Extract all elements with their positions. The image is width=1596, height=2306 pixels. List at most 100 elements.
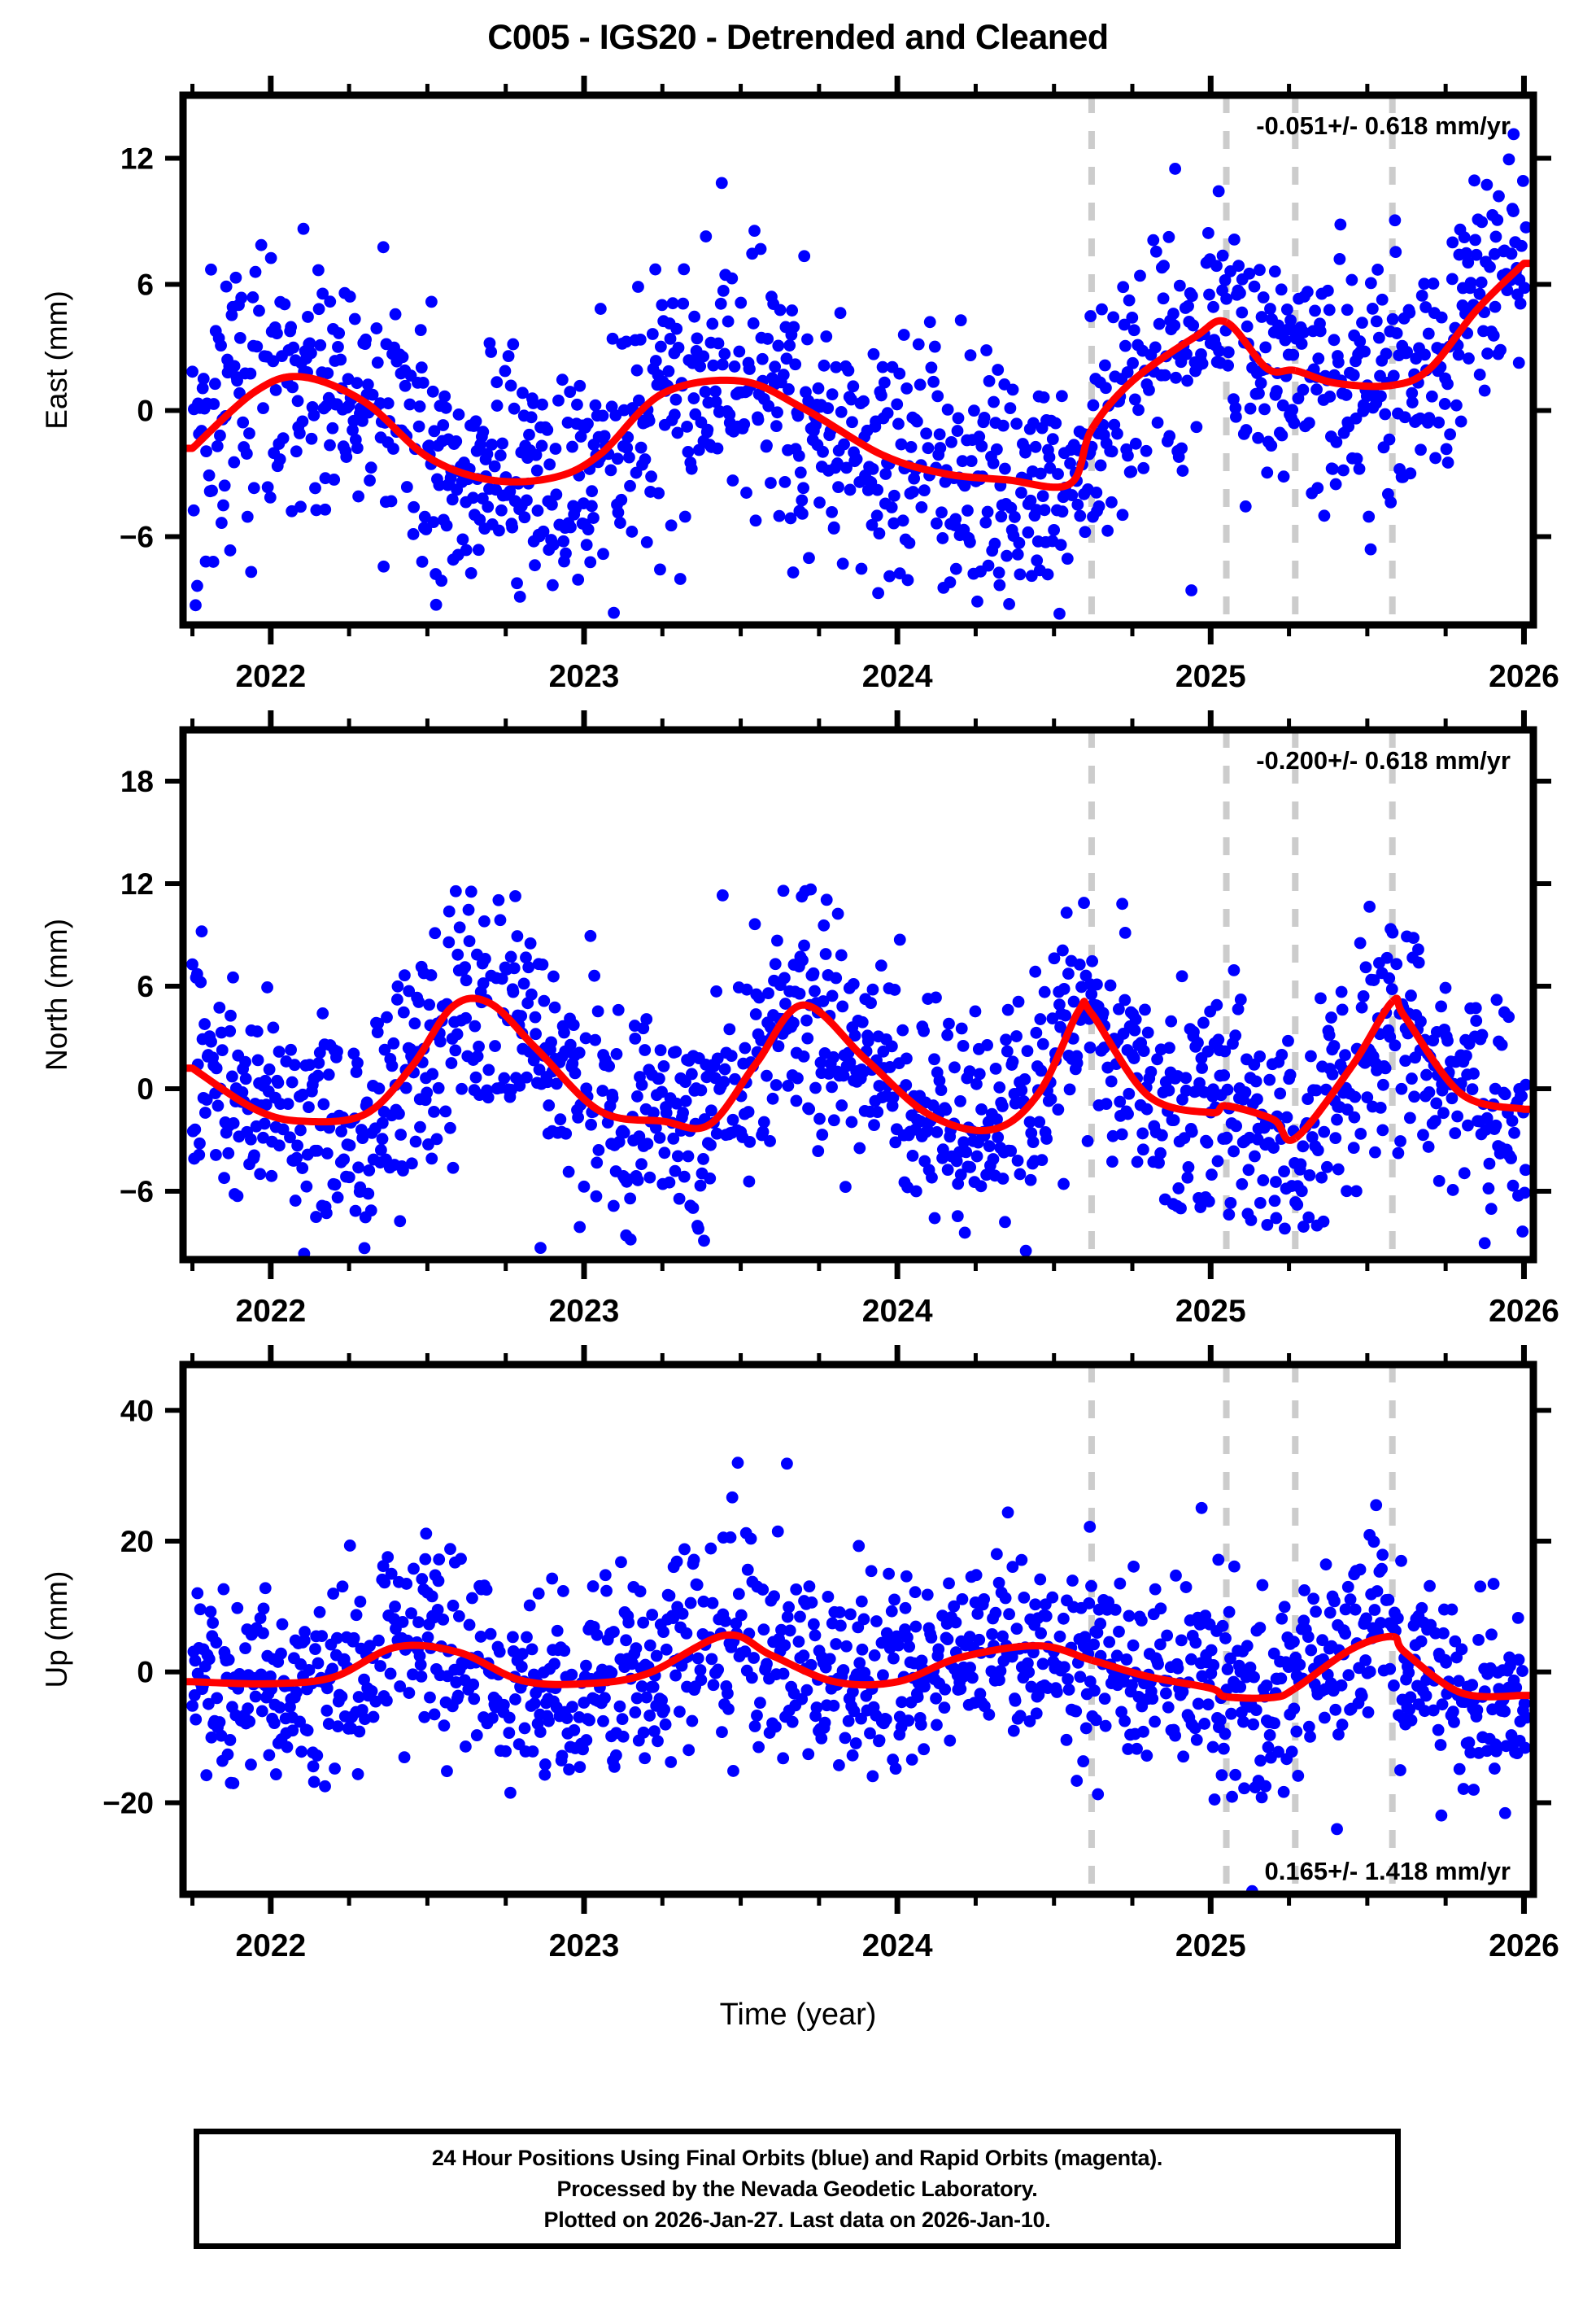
data-point	[780, 352, 793, 365]
data-point	[502, 350, 515, 363]
data-point	[460, 974, 473, 987]
data-point	[225, 1009, 237, 1022]
data-point	[1328, 1595, 1341, 1608]
data-point	[826, 505, 839, 518]
data-point	[837, 1664, 850, 1676]
trend-segment	[1293, 998, 1395, 1142]
data-point	[819, 948, 832, 960]
data-point	[1446, 236, 1459, 249]
data-point	[1432, 1174, 1446, 1187]
data-point	[1376, 293, 1389, 306]
data-point	[1023, 1715, 1036, 1727]
data-point	[1173, 279, 1186, 292]
data-point	[1192, 1697, 1205, 1710]
data-point	[296, 1088, 309, 1101]
data-point	[281, 1098, 294, 1111]
data-point	[537, 525, 550, 538]
y-tick-label: 6	[137, 269, 154, 302]
data-point	[1458, 231, 1471, 244]
data-point	[1424, 1579, 1436, 1592]
data-point	[896, 1696, 908, 1709]
data-point	[963, 1631, 976, 1643]
data-point	[286, 1724, 299, 1737]
data-point	[1135, 1614, 1148, 1627]
data-point	[680, 1627, 693, 1640]
data-point	[1321, 284, 1334, 297]
data-point	[439, 401, 452, 414]
data-point	[187, 504, 200, 517]
data-point	[213, 1716, 226, 1728]
data-point	[1287, 348, 1300, 361]
data-point	[633, 394, 645, 407]
data-point	[1259, 1780, 1272, 1793]
data-point	[460, 1011, 473, 1024]
data-point	[818, 1716, 831, 1729]
data-point	[438, 390, 451, 403]
data-point	[508, 962, 521, 975]
data-point	[896, 514, 909, 527]
data-point	[400, 481, 413, 493]
data-point	[1035, 1627, 1047, 1640]
data-point	[1239, 1085, 1252, 1098]
data-point	[425, 295, 438, 308]
x-tick-label: 2025	[1175, 1928, 1246, 1961]
data-point	[486, 439, 498, 451]
data-point	[186, 1700, 198, 1712]
data-point	[1064, 457, 1076, 469]
data-point	[277, 432, 290, 444]
data-point	[1481, 347, 1494, 360]
data-point	[529, 559, 541, 572]
data-point	[990, 443, 1003, 456]
trend-segment	[183, 994, 1095, 1134]
data-point	[408, 1017, 421, 1030]
data-point	[1036, 490, 1049, 502]
data-point	[1302, 1720, 1315, 1733]
data-point	[1182, 1161, 1195, 1173]
data-point	[679, 1094, 692, 1107]
data-point	[722, 1702, 735, 1715]
data-point	[324, 439, 336, 452]
data-point	[887, 489, 900, 502]
data-point	[827, 1050, 840, 1063]
data-point	[957, 1039, 970, 1052]
data-point	[888, 1593, 900, 1606]
data-point	[207, 556, 220, 568]
data-point	[692, 1222, 704, 1235]
data-point	[787, 321, 800, 334]
data-point	[1288, 1636, 1300, 1649]
data-point	[665, 519, 678, 532]
data-point	[412, 996, 425, 1008]
panel-up: −20 0 20 40 2022 2023 2024 2025 2026 Up (mm) 0.165…	[0, 1318, 1596, 1961]
data-point	[1460, 1050, 1472, 1062]
data-point	[407, 528, 420, 540]
data-point	[910, 415, 923, 428]
data-point	[533, 1063, 546, 1076]
data-point	[1126, 311, 1139, 324]
data-point	[643, 1710, 656, 1722]
data-point	[439, 1105, 452, 1118]
data-point	[771, 406, 783, 419]
data-point	[1131, 1742, 1143, 1755]
data-point	[853, 1657, 866, 1670]
data-point	[1376, 1562, 1388, 1575]
data-point	[1242, 1164, 1255, 1177]
data-point	[1229, 1029, 1242, 1042]
data-point	[772, 339, 785, 352]
data-point	[1088, 1684, 1101, 1697]
data-point	[1423, 1086, 1436, 1098]
data-point	[733, 345, 746, 358]
data-point	[285, 1043, 297, 1056]
data-point	[621, 442, 634, 454]
data-point	[1491, 214, 1504, 226]
data-point	[914, 1115, 927, 1128]
data-point	[573, 1046, 586, 1059]
data-point	[1202, 227, 1214, 239]
data-point	[578, 1180, 591, 1193]
data-point	[560, 1712, 573, 1724]
data-point	[624, 479, 636, 492]
data-point	[814, 1056, 827, 1069]
data-point	[971, 595, 983, 608]
data-point	[190, 1713, 203, 1726]
data-point	[1225, 1707, 1237, 1720]
data-point	[844, 1056, 857, 1069]
